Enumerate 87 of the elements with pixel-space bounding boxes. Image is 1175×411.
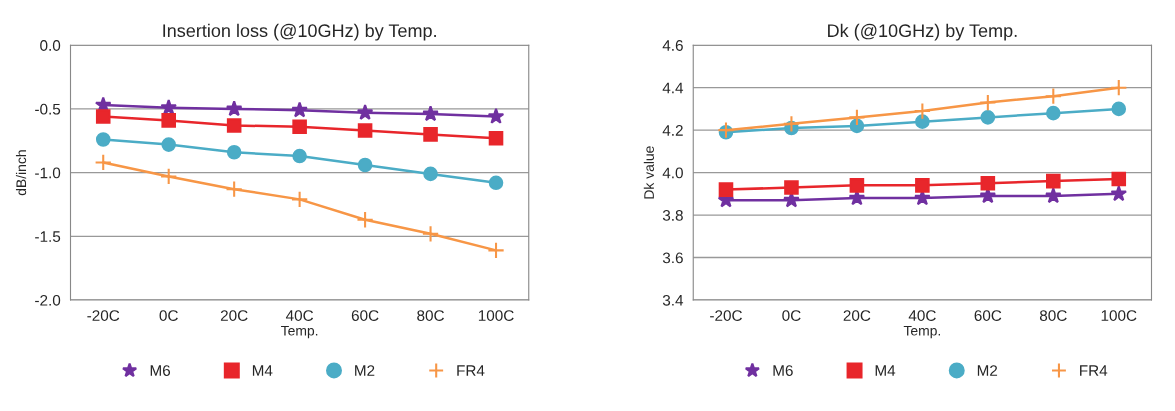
y-tick-label: 4.2 [662, 125, 683, 136]
y-tick-label: 4.6 [662, 40, 683, 51]
x-tick-label: 40C [908, 310, 936, 321]
y-tick-label: 3.6 [662, 252, 683, 264]
y-tick-label: -2.0 [35, 294, 61, 306]
point [979, 93, 997, 112]
point [421, 225, 440, 243]
point [1045, 187, 1062, 204]
point [1110, 185, 1128, 202]
point [849, 118, 865, 134]
x-tick-label: 80C [1039, 310, 1067, 321]
legend-label: FR4 [457, 365, 485, 376]
point [488, 175, 504, 191]
point [94, 153, 112, 172]
x-axis-title: Temp. [281, 325, 318, 339]
point [357, 157, 373, 173]
x-tick-label: 0C [159, 310, 178, 321]
x-tick-label: 80C [417, 310, 444, 321]
point [423, 166, 438, 182]
y-axis-title: dB/inch [15, 150, 27, 196]
legend-label: M2 [977, 365, 998, 376]
point [226, 144, 242, 160]
legend-label: M6 [773, 365, 793, 376]
chart-title: Insertion loss (@10GHz) by Temp. [163, 23, 436, 41]
y-tick-label: 3.8 [662, 209, 683, 221]
chart-title: Dk (@10GHz) by Temp. [828, 23, 1017, 41]
point [784, 180, 799, 195]
point [487, 107, 505, 124]
point [225, 180, 243, 198]
y-tick-label: -1.0 [35, 167, 61, 179]
x-tick-label: 0C [782, 310, 801, 321]
point [980, 110, 996, 125]
y-tick-label: 3.4 [662, 294, 684, 306]
point [291, 101, 308, 118]
point [423, 127, 438, 142]
x-tick-label: -20C [710, 310, 742, 321]
point [160, 167, 178, 186]
point [292, 148, 307, 164]
point [1111, 101, 1127, 117]
x-tick-label: 40C [285, 310, 314, 321]
legend-label: M4 [875, 365, 896, 376]
point [1110, 79, 1128, 97]
legend-label: M6 [150, 365, 171, 376]
y-tick-label: -1.5 [35, 231, 61, 243]
point [161, 113, 176, 128]
point [980, 175, 996, 191]
point [915, 114, 930, 129]
point [356, 211, 374, 229]
point [1046, 105, 1061, 121]
x-axis-title: Temp. [903, 325, 941, 339]
point [356, 104, 374, 120]
x-tick-label: 60C [974, 310, 1002, 321]
legend-label: FR4 [1080, 365, 1108, 376]
point [913, 102, 932, 120]
point [357, 123, 373, 138]
x-tick-label: -20C [87, 310, 120, 321]
y-tick-label: -0.5 [35, 103, 61, 115]
point [915, 178, 930, 193]
y-tick-label: 0.0 [40, 40, 61, 51]
point [1044, 87, 1062, 105]
x-tick-label: 60C [351, 310, 379, 321]
point [290, 190, 309, 209]
point [487, 241, 505, 260]
point [226, 118, 242, 133]
x-tick-label: 100C [478, 310, 514, 321]
point [848, 108, 866, 127]
point [1046, 173, 1061, 189]
legend-label: M4 [252, 365, 273, 376]
point [1111, 171, 1127, 187]
x-tick-label: 20C [220, 310, 248, 321]
point [849, 178, 865, 193]
point [718, 182, 734, 197]
point [422, 105, 439, 122]
point [160, 98, 177, 115]
y-tick-label: 4.4 [662, 82, 684, 94]
point [488, 130, 504, 146]
y-axis-title: Dk value [643, 146, 654, 199]
point [225, 100, 243, 117]
legend-label: M2 [355, 365, 375, 376]
point [782, 115, 801, 133]
x-tick-label: 20C [843, 310, 871, 321]
point [161, 137, 176, 152]
y-tick-label: 4.0 [662, 167, 683, 179]
point [95, 109, 111, 124]
point [292, 119, 307, 135]
x-tick-label: 100C [1101, 310, 1137, 321]
point [95, 132, 111, 147]
